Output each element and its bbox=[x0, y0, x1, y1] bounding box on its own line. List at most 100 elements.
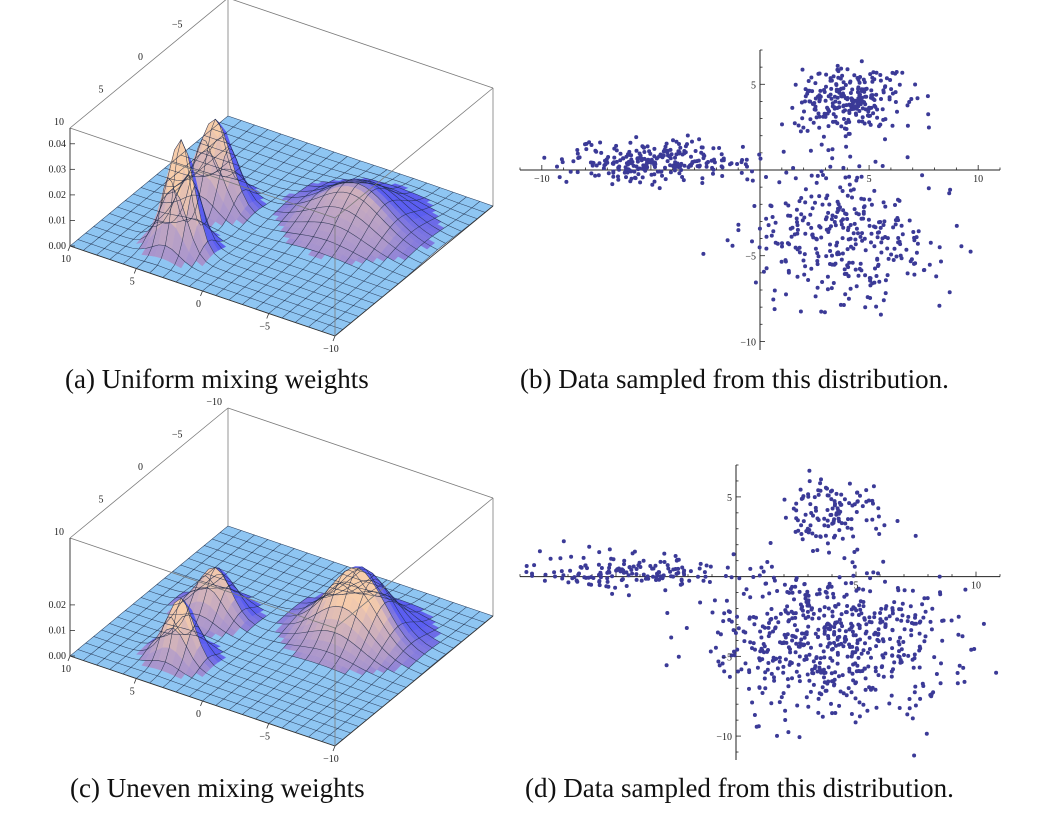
data-point bbox=[884, 76, 889, 81]
x-tick-label: 10 bbox=[973, 174, 983, 185]
data-point bbox=[750, 646, 754, 651]
data-point bbox=[627, 565, 632, 570]
data-point bbox=[663, 588, 668, 593]
data-point bbox=[809, 173, 814, 178]
data-point bbox=[838, 302, 843, 307]
data-point bbox=[758, 156, 763, 161]
data-point bbox=[918, 646, 923, 651]
data-point bbox=[832, 94, 837, 99]
data-point bbox=[796, 528, 801, 533]
data-point bbox=[726, 609, 731, 614]
data-point bbox=[596, 173, 601, 178]
data-point bbox=[869, 202, 874, 207]
data-point bbox=[660, 576, 665, 581]
data-point bbox=[855, 641, 860, 646]
data-point bbox=[947, 290, 952, 295]
data-point bbox=[750, 169, 754, 174]
data-point bbox=[764, 175, 768, 179]
data-point bbox=[736, 222, 741, 227]
data-point bbox=[829, 96, 834, 101]
data-point bbox=[610, 161, 615, 166]
data-point bbox=[969, 647, 974, 652]
data-point bbox=[674, 152, 679, 157]
data-point bbox=[629, 153, 634, 158]
y-tick-label: −5 bbox=[172, 20, 183, 31]
data-point bbox=[828, 164, 833, 169]
data-point bbox=[759, 565, 764, 570]
data-point bbox=[757, 656, 762, 661]
mesh-line bbox=[125, 200, 391, 291]
data-point bbox=[867, 276, 872, 280]
data-point bbox=[589, 143, 594, 147]
y-tick-label: −5 bbox=[745, 252, 756, 263]
data-point bbox=[803, 596, 808, 601]
data-point bbox=[712, 160, 717, 165]
data-point bbox=[668, 569, 673, 574]
data-point bbox=[621, 156, 626, 161]
data-point bbox=[783, 515, 788, 520]
data-point bbox=[912, 272, 917, 277]
data-point bbox=[862, 236, 867, 241]
data-point bbox=[906, 614, 911, 619]
data-point bbox=[833, 533, 837, 538]
data-point bbox=[836, 516, 841, 521]
data-point bbox=[584, 141, 589, 146]
data-point bbox=[848, 80, 852, 85]
data-point bbox=[842, 117, 846, 121]
data-point bbox=[883, 651, 888, 656]
data-point bbox=[678, 145, 683, 150]
data-point bbox=[811, 513, 815, 518]
data-point bbox=[837, 617, 842, 622]
data-point bbox=[962, 679, 967, 684]
data-point bbox=[864, 94, 869, 99]
data-point bbox=[807, 678, 812, 683]
data-point bbox=[559, 569, 564, 574]
data-point bbox=[893, 100, 898, 104]
data-point bbox=[593, 173, 598, 178]
data-point bbox=[669, 152, 674, 157]
data-point bbox=[889, 252, 894, 257]
data-point bbox=[786, 270, 791, 275]
data-point bbox=[835, 661, 840, 666]
data-point bbox=[817, 224, 822, 229]
data-point bbox=[822, 605, 827, 610]
data-point bbox=[772, 578, 777, 583]
data-point bbox=[816, 111, 821, 116]
data-point bbox=[594, 163, 599, 168]
data-point bbox=[803, 200, 808, 205]
data-point bbox=[839, 492, 844, 497]
data-point bbox=[915, 96, 920, 101]
data-point bbox=[828, 627, 832, 632]
data-point bbox=[898, 253, 903, 258]
data-point bbox=[648, 151, 653, 156]
data-point bbox=[634, 572, 639, 577]
data-point bbox=[782, 497, 787, 502]
z-tick-label: 0.02 bbox=[49, 600, 67, 611]
data-point bbox=[809, 225, 814, 230]
data-point bbox=[597, 550, 602, 555]
data-point bbox=[781, 664, 786, 669]
data-point bbox=[571, 159, 576, 164]
data-point bbox=[852, 104, 857, 109]
data-point bbox=[720, 174, 725, 178]
panel-c: 10 5 0 −5 −10 10 5 0 −5 −10 0.00 0.01 0.02 bbox=[0, 397, 494, 770]
data-point bbox=[893, 222, 898, 227]
data-point bbox=[704, 164, 709, 169]
data-point bbox=[800, 116, 805, 121]
data-point bbox=[831, 520, 836, 525]
data-point bbox=[821, 173, 825, 177]
data-point bbox=[598, 140, 603, 145]
data-point bbox=[821, 134, 826, 139]
data-point bbox=[711, 167, 716, 172]
data-point bbox=[839, 621, 843, 626]
data-point bbox=[790, 105, 795, 110]
data-point bbox=[841, 691, 846, 696]
data-point bbox=[677, 171, 682, 176]
data-point bbox=[815, 262, 820, 267]
data-point bbox=[769, 607, 774, 611]
data-point bbox=[795, 703, 800, 708]
data-point bbox=[863, 102, 868, 107]
data-point bbox=[561, 539, 566, 544]
mesh-line bbox=[188, 558, 454, 649]
data-point bbox=[845, 263, 850, 268]
